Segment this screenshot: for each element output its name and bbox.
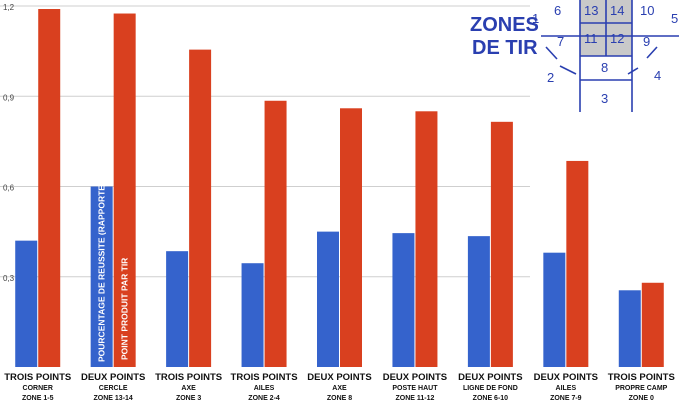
- bar-points-per-shot: [38, 9, 61, 368]
- bar-success-rate: [90, 186, 113, 367]
- category-label-type: DEUX POINTS: [307, 372, 371, 383]
- zone-12-label: 12: [610, 31, 624, 46]
- category-label-zone: ZONE 3: [176, 395, 201, 402]
- zone-14-label: 14: [610, 3, 624, 18]
- bar-success-rate: [392, 233, 415, 367]
- inset-title-line2: DE TIR: [472, 37, 538, 59]
- in-bar-legend: POURCENTAGE DE REUSSITE (RAPPORTE SUR 1)…: [97, 155, 130, 362]
- category-label-area: AILES: [254, 385, 275, 392]
- zone-3-label: 3: [601, 91, 608, 106]
- category-label-type: TROIS POINTS: [155, 372, 222, 383]
- bar-success-rate: [15, 240, 38, 367]
- bar-success-rate: [241, 263, 264, 367]
- category-label-type: DEUX POINTS: [458, 372, 522, 383]
- category-labels: TROIS POINTS CORNER ZONE 1-5 DEUX POINTS CER…: [4, 372, 675, 402]
- bar-success-rate: [317, 231, 339, 367]
- zone-4-label: 4: [654, 68, 661, 83]
- category-label-area: CORNER: [23, 385, 53, 392]
- inset-title-line1: ZONES: [470, 14, 539, 36]
- category-label-area: POSTE HAUT: [392, 385, 438, 392]
- category-label-type: TROIS POINTS: [4, 372, 71, 383]
- category-label-area: LIGNE DE FOND: [463, 385, 518, 392]
- zone-11-label: 11: [584, 31, 598, 46]
- category-label-zone: ZONE 0: [629, 395, 654, 402]
- bar-points-per-shot: [264, 100, 287, 367]
- diag-right: [646, 46, 658, 59]
- category-label-area: CERCLE: [99, 385, 128, 392]
- zone-10-label: 10: [640, 3, 654, 18]
- category-label-zone: ZONE 7-9: [550, 395, 582, 402]
- zone-6-label: 6: [554, 3, 561, 18]
- y-axis-ticks: 0,3 0,6 0,9 1,2: [3, 3, 15, 283]
- y-tick-label: 1,2: [3, 3, 15, 12]
- legend-points-per-shot: POINT PRODUIT PAR TIR: [120, 258, 130, 360]
- zone-7-label: 7: [557, 34, 564, 49]
- category-label-zone: ZONE 8: [327, 395, 352, 402]
- category-label-zone: ZONE 11-12: [395, 395, 434, 402]
- zone-2-label: 2: [547, 70, 554, 85]
- zone-5-label: 5: [671, 11, 678, 26]
- y-tick-label: 0,9: [3, 93, 15, 102]
- category-label-area: AXE: [332, 385, 347, 392]
- category-label-area: AXE: [181, 385, 196, 392]
- bar-points-per-shot: [566, 160, 589, 367]
- bar-points-per-shot: [189, 49, 212, 367]
- category-label-type: DEUX POINTS: [534, 372, 598, 383]
- category-label-area: PROPRE CAMP: [615, 385, 667, 392]
- bar-success-rate: [467, 236, 490, 367]
- category-label-type: DEUX POINTS: [81, 372, 145, 383]
- zone-9-label: 9: [643, 34, 650, 49]
- bar-success-rate: [543, 252, 566, 367]
- category-label-zone: ZONE 13-14: [94, 395, 133, 402]
- bar-points-per-shot: [340, 108, 362, 368]
- category-label-zone: ZONE 1-5: [22, 395, 54, 402]
- y-tick-label: 0,3: [3, 274, 15, 283]
- bars: [15, 9, 664, 368]
- zones-inset: ZONES DE TIR 1 2 3 4 5 6 7 8 9 10 11 12 …: [470, 0, 679, 120]
- bar-points-per-shot: [641, 282, 664, 367]
- bar-points-per-shot: [415, 111, 438, 368]
- category-label-area: AILES: [556, 385, 577, 392]
- category-label-zone: ZONE 6-10: [473, 395, 509, 402]
- category-label-zone: ZONE 2-4: [248, 395, 280, 402]
- diag-left-lower: [559, 65, 577, 75]
- bar-points-per-shot: [113, 13, 136, 367]
- category-label-type: DEUX POINTS: [383, 372, 447, 383]
- bar-points-per-shot: [490, 121, 513, 367]
- diag-left: [545, 46, 558, 60]
- category-label-type: TROIS POINTS: [608, 372, 675, 383]
- category-label-type: TROIS POINTS: [231, 372, 298, 383]
- zone-1-label: 1: [532, 11, 539, 26]
- bar-success-rate: [166, 251, 189, 367]
- bar-success-rate: [618, 290, 641, 367]
- y-tick-label: 0,6: [3, 184, 15, 193]
- zone-13-label: 13: [584, 3, 598, 18]
- legend-success-rate: POURCENTAGE DE REUSSITE (RAPPORTE SUR 1): [97, 155, 107, 362]
- diag-right-lower: [627, 67, 639, 75]
- zone-8-label: 8: [601, 60, 608, 75]
